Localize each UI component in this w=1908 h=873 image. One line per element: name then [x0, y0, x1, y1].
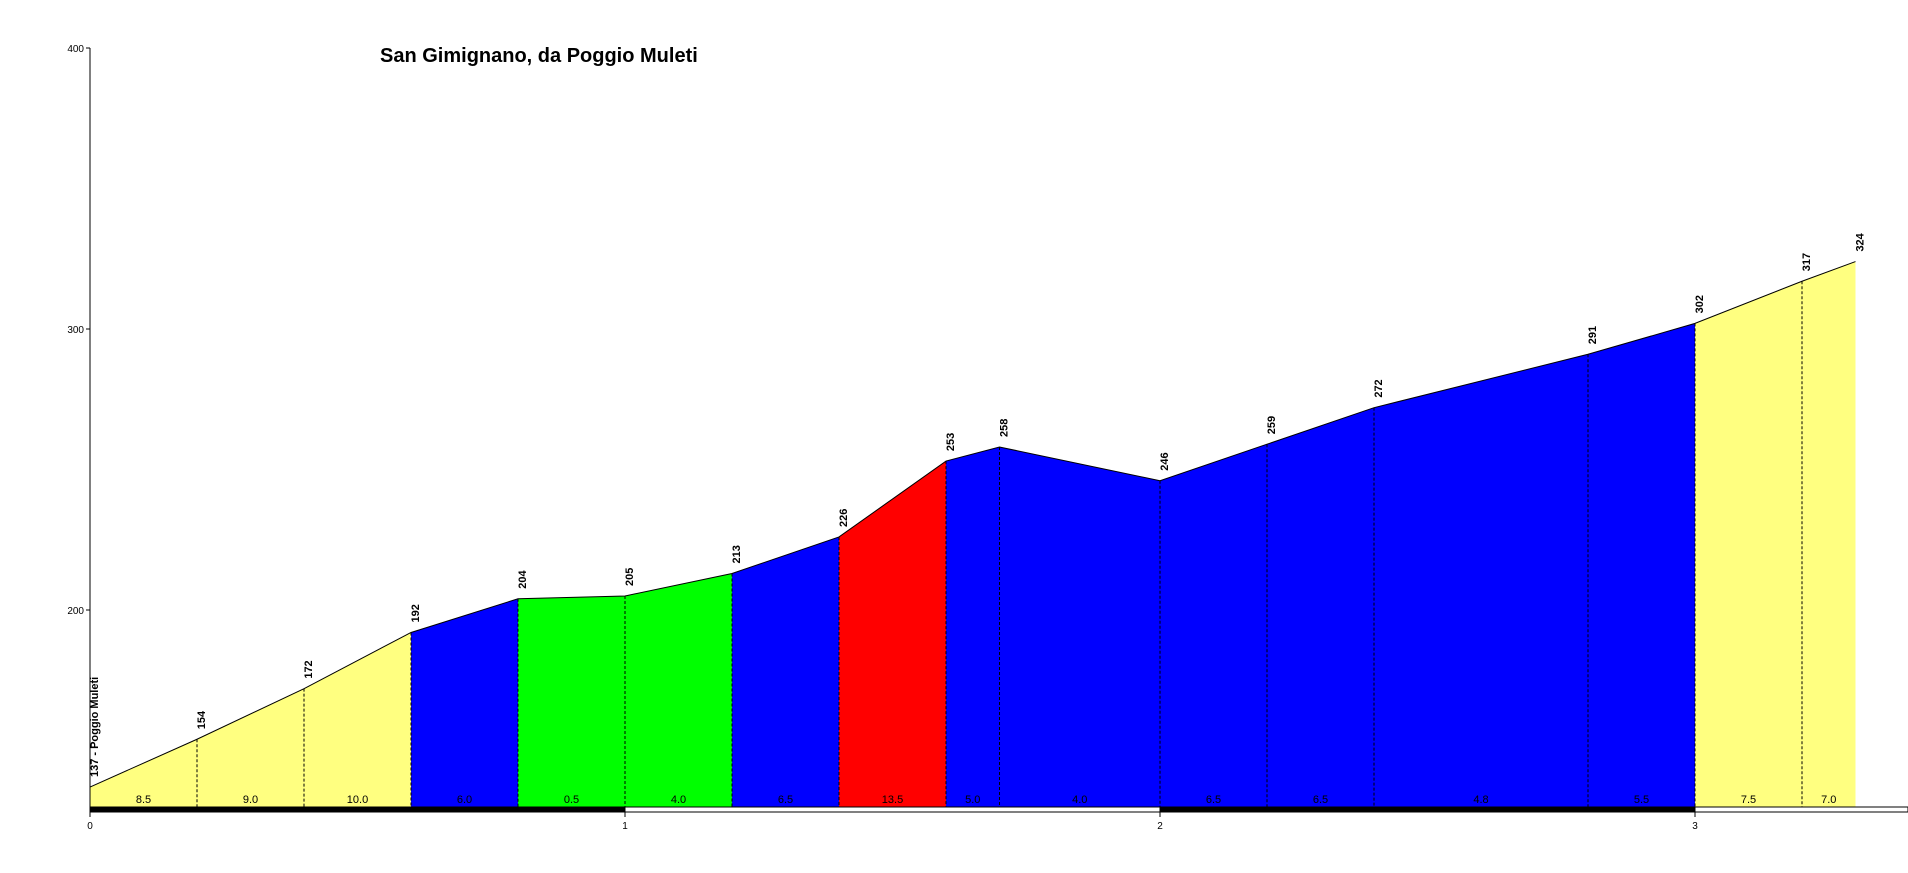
axes [89, 48, 1908, 813]
gradient-segment [411, 598, 518, 807]
gradient-label: 6.5 [1313, 794, 1328, 806]
elevation-label: 302 [1694, 295, 1706, 313]
gradient-segment [1802, 261, 1856, 807]
elevation-label: 204 [517, 570, 529, 589]
gradient-segment [1695, 281, 1802, 808]
elevation-label: 259 [1266, 416, 1278, 434]
gradient-segment [625, 573, 732, 807]
y-tick-label: 300 [67, 325, 84, 336]
gradient-segment [946, 447, 1000, 807]
gradient-label: 6.5 [1206, 794, 1221, 806]
gradient-segment [1267, 407, 1374, 807]
gradient-label: 13.5 [882, 794, 903, 806]
y-axis-ticks: 200 300 400 [67, 44, 90, 617]
gradient-label: 4.0 [671, 794, 686, 806]
elevation-label: 154 [196, 710, 208, 729]
elevation-label: 272 [1373, 379, 1385, 397]
gradient-segment [1374, 354, 1588, 807]
gradient-segment [999, 447, 1160, 807]
elevation-label: 192 [410, 604, 422, 622]
x-axis-ticks: 0 1 2 3 [87, 812, 1698, 832]
gradient-label: 6.5 [778, 794, 793, 806]
x-tick-label: 3 [1692, 821, 1698, 832]
elevation-label: 213 [731, 545, 743, 563]
elevation-label: 246 [1159, 452, 1171, 470]
gradient-label: 6.0 [457, 794, 472, 806]
gradient-segment [1588, 323, 1695, 807]
gradient-label: 5.5 [1634, 794, 1649, 806]
gradient-label: 7.5 [1741, 794, 1756, 806]
gradient-segment [90, 739, 197, 807]
gradient-label: 8.5 [136, 794, 151, 806]
gradient-segment [839, 461, 946, 807]
elevation-label: 291 [1587, 326, 1599, 344]
km-scale-block [1694, 806, 1908, 813]
km-scale-block [1159, 806, 1696, 813]
gradient-label: 4.8 [1473, 794, 1488, 806]
km-scale-block [89, 806, 626, 813]
gradient-label: 10.0 [347, 794, 368, 806]
gradient-segment [304, 632, 411, 807]
gradient-segment [1160, 444, 1267, 807]
elevation-label: 172 [303, 660, 315, 678]
y-tick-label: 400 [67, 44, 84, 55]
gradient-segment [518, 595, 625, 807]
elevation-label: 258 [999, 419, 1011, 437]
km-scale-block [624, 806, 1161, 813]
gradient-label: 0.5 [564, 794, 579, 806]
elevation-label: 253 [945, 433, 957, 451]
gradient-label: 7.0 [1821, 794, 1836, 806]
gradient-segment-fills [90, 261, 1856, 808]
gradient-label: 9.0 [243, 794, 258, 806]
profile-outline [89, 261, 1856, 788]
elevation-label: 317 [1801, 253, 1813, 271]
elevation-label: 324 [1855, 232, 1867, 251]
gradient-segment [197, 688, 304, 807]
elevation-label: 137 - Poggio Muleti [89, 677, 101, 777]
x-tick-label: 1 [622, 821, 628, 832]
chart-title: San Gimignano, da Poggio Muleti [380, 45, 698, 67]
elevation-label: 205 [624, 568, 636, 586]
elevation-labels: 137 - Poggio Muleti 154 172 192 204 205 213 226… [89, 232, 1867, 777]
km-marker-dividers [196, 281, 1803, 807]
gradient-labels: 8.5 9.0 10.0 6.0 0.5 4.0 6.5 13.5 5.0 4.0 6.5 6.5 4.… [136, 794, 1837, 806]
gradient-label: 5.0 [965, 794, 980, 806]
profile-line [89, 261, 1856, 788]
gradient-label: 4.0 [1072, 794, 1087, 806]
x-tick-label: 0 [87, 821, 93, 832]
y-tick-label: 200 [67, 606, 84, 617]
gradient-segment [732, 536, 839, 807]
x-tick-label: 2 [1157, 821, 1163, 832]
elevation-label: 226 [838, 509, 850, 527]
